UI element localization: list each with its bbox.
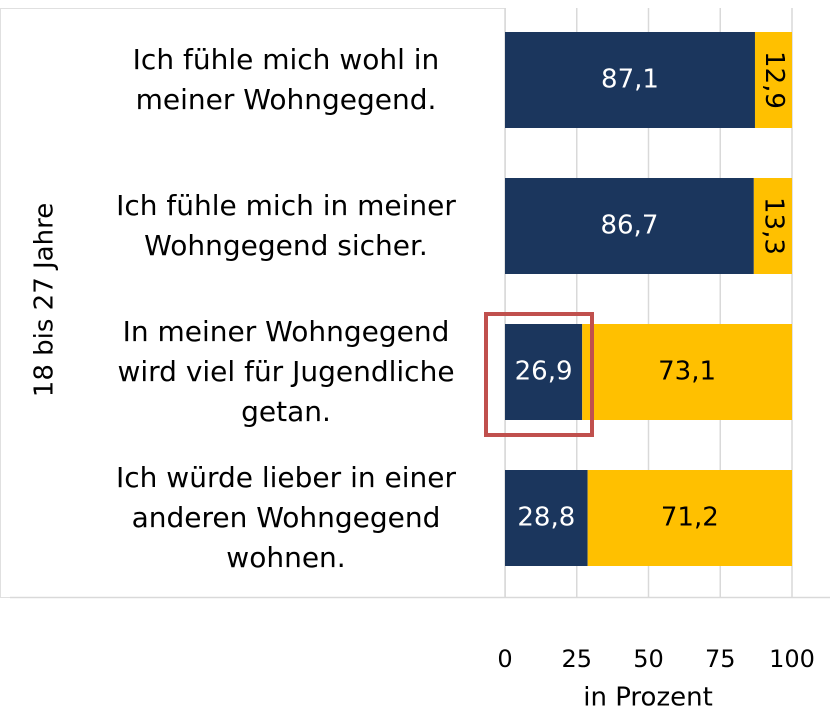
x-tick-label: 0 <box>497 645 512 673</box>
data-label: 73,1 <box>658 357 716 387</box>
data-label: 86,7 <box>600 211 658 241</box>
bar-segment <box>505 324 583 420</box>
bar-segment <box>505 32 755 128</box>
x-tick-label: 75 <box>705 645 736 673</box>
bar-segment <box>505 470 588 566</box>
group-label: 18 bis 27 Jahre <box>30 203 60 397</box>
data-label: 26,9 <box>515 357 573 387</box>
bar-segment <box>753 178 792 274</box>
label-panel <box>0 8 506 598</box>
bar-segment <box>754 32 792 128</box>
highlight-box <box>484 312 594 437</box>
category-label: Ich würde lieber in einer anderen Wohnge… <box>116 461 456 574</box>
category-label: In meiner Wohngegend wird viel für Jugen… <box>117 315 455 428</box>
data-label: 12,9 <box>759 51 789 109</box>
category-label: Ich fühle mich in meiner Wohngegend sich… <box>116 189 456 262</box>
category-label: Ich fühle mich wohl in meiner Wohngegend… <box>132 43 440 116</box>
data-label: 87,1 <box>601 65 659 95</box>
data-label: 71,2 <box>661 503 719 533</box>
bar-segment <box>505 178 754 274</box>
x-tick-label: 25 <box>561 645 592 673</box>
x-axis-title: in Prozent <box>583 683 713 712</box>
x-tick-label: 100 <box>769 645 815 673</box>
bar-segment <box>587 470 792 566</box>
bar-segment <box>582 324 792 420</box>
plot: 0 25 50 75 100 87,1 12,9 86,7 13,3 26,9 73,1 28,8 71… <box>497 8 815 673</box>
x-tick-label: 50 <box>633 645 664 673</box>
data-label: 28,8 <box>517 503 575 533</box>
data-label: 13,3 <box>758 197 788 255</box>
